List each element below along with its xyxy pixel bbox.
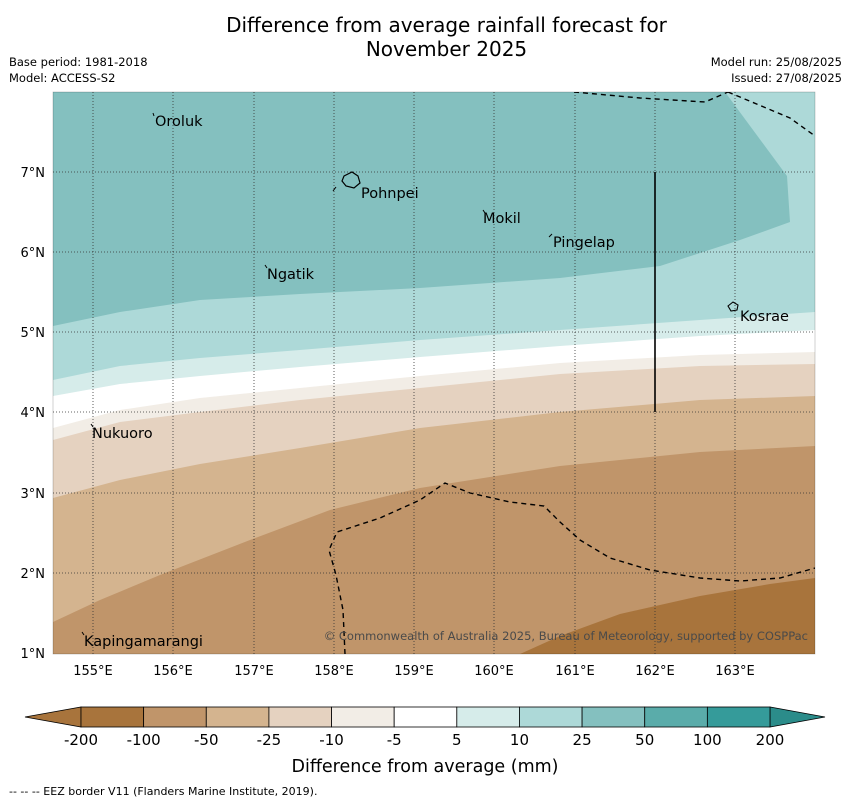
colorbar-tick-label: 50 xyxy=(635,731,654,749)
colorbar-tick-label: 5 xyxy=(452,731,462,749)
colorbar-tick-label: -50 xyxy=(194,731,219,749)
colorbar-segment xyxy=(581,706,646,728)
lon-tick-156: 156°E xyxy=(153,664,193,679)
colorbar: -200 -100 -50 -25 -10 -5 5 10 25 50 100 200 Differe… xyxy=(24,706,826,777)
pohnpei-island xyxy=(341,171,361,189)
meta-left: Base period: 1981-2018 Model: ACCESS-S2 xyxy=(9,54,148,86)
map-title-line2: November 2025 xyxy=(365,37,528,61)
colorbar-tick-label: -10 xyxy=(319,731,344,749)
lat-tick-5: 5°N xyxy=(21,326,46,341)
lat-tick-1: 1°N xyxy=(21,647,46,662)
lat-tick-7: 7°N xyxy=(21,166,46,181)
colorbar-tick-label: 200 xyxy=(756,731,785,749)
map-area: Oroluk Pohnpei Mokil Pingelap Ngatik Kos… xyxy=(53,92,815,654)
colorbar-segment xyxy=(393,706,458,728)
band-plus50 xyxy=(53,92,790,326)
colorbar-label: Difference from average (mm) xyxy=(291,757,558,777)
eez-footnote: -- -- -- EEZ border V11 (Flanders Marine… xyxy=(9,785,318,798)
colorbar-segment xyxy=(456,706,520,728)
eez-border xyxy=(328,92,815,654)
band-minus200 xyxy=(520,578,815,654)
lon-tick-155: 155°E xyxy=(73,664,113,679)
colorbar-tick-label: -100 xyxy=(127,731,161,749)
lon-tick-161: 161°E xyxy=(555,664,595,679)
model-text: Model: ACCESS-S2 xyxy=(9,71,116,85)
issued-text: Issued: 27/08/2025 xyxy=(731,71,842,85)
colorbar-segment xyxy=(143,706,207,728)
base-period-text: Base period: 1981-2018 xyxy=(9,55,148,69)
place-label-pingelap: Pingelap xyxy=(553,235,615,251)
place-label-kosrae: Kosrae xyxy=(740,309,789,325)
colorbar-tick-label: -5 xyxy=(387,731,402,749)
colorbar-segment xyxy=(519,706,583,728)
nukuoro-atoll xyxy=(90,423,94,428)
lat-tick-6: 6°N xyxy=(21,246,46,261)
place-label-oroluk: Oroluk xyxy=(155,114,203,130)
colorbar-tick-label: 100 xyxy=(693,731,722,749)
map-title-line1: Difference from average rainfall forecas… xyxy=(226,13,667,37)
pohnpei-islet xyxy=(332,186,337,192)
colorbar-segment xyxy=(268,706,332,728)
colorbar-extend-right xyxy=(769,706,826,728)
oroluk-atoll xyxy=(152,112,155,117)
mokil-atoll xyxy=(482,209,486,214)
colorbar-extend-left xyxy=(24,706,82,728)
pingelap-atoll xyxy=(548,233,553,238)
place-label-mokil: Mokil xyxy=(483,211,521,227)
lat-tick-4: 4°N xyxy=(21,406,46,421)
lon-tick-159: 159°E xyxy=(394,664,434,679)
place-label-nukuoro: Nukuoro xyxy=(92,426,153,442)
colorbar-segment xyxy=(205,706,270,728)
colorbar-segment xyxy=(644,706,708,728)
lat-tick-3: 3°N xyxy=(21,487,46,502)
graticule xyxy=(53,92,815,654)
lon-tick-158: 158°E xyxy=(314,664,354,679)
colorbar-tick-label: 10 xyxy=(510,731,529,749)
lat-tick-2: 2°N xyxy=(21,567,46,582)
colorbar-tick-label: 25 xyxy=(573,731,592,749)
meta-right: Model run: 25/08/2025 Issued: 27/08/2025 xyxy=(711,54,842,86)
lon-tick-162: 162°E xyxy=(635,664,675,679)
map-title: Difference from average rainfall forecas… xyxy=(0,13,850,61)
copyright-text: © Commonwealth of Australia 2025, Bureau… xyxy=(324,629,808,643)
kapinga-atoll xyxy=(81,631,85,636)
place-label-pohnpei: Pohnpei xyxy=(361,186,419,202)
place-label-ngatik: Ngatik xyxy=(267,267,315,283)
colorbar-tick-label: -25 xyxy=(257,731,282,749)
colorbar-segment xyxy=(706,706,771,728)
lon-tick-163: 163°E xyxy=(715,664,755,679)
ngatik-atoll xyxy=(264,264,268,269)
lon-tick-160: 160°E xyxy=(474,664,514,679)
colorbar-segment xyxy=(331,706,395,728)
colorbar-tick-label: -200 xyxy=(64,731,98,749)
colorbar-segment xyxy=(80,706,145,728)
map-frame xyxy=(52,91,816,655)
kosrae-island xyxy=(727,301,739,312)
lon-tick-157: 157°E xyxy=(234,664,274,679)
model-run-text: Model run: 25/08/2025 xyxy=(710,55,842,69)
place-label-kapingamarangi: Kapingamarangi xyxy=(84,634,203,650)
